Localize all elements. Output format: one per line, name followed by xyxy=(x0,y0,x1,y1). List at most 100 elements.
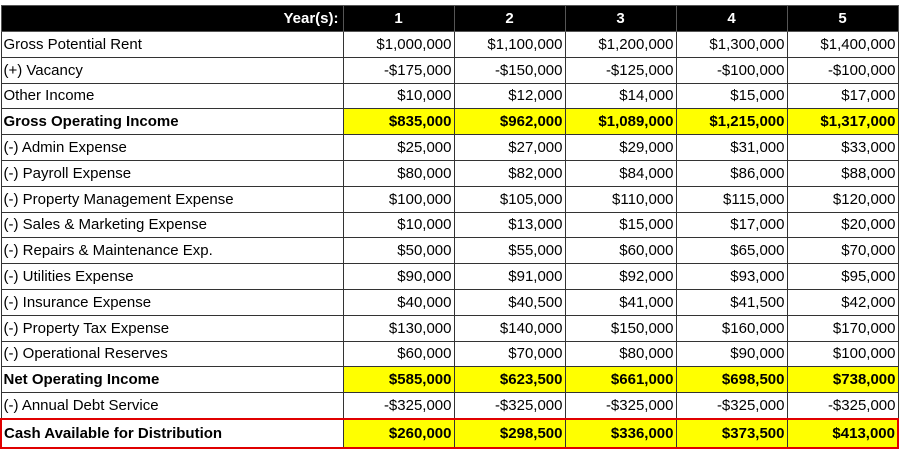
row-label-cell[interactable]: (-) Payroll Expense xyxy=(0,159,344,187)
value-cell[interactable]: $40,500 xyxy=(453,288,566,316)
value-cell[interactable]: $25,000 xyxy=(342,134,455,161)
year-header-cell[interactable]: 3 xyxy=(564,5,677,32)
row-label-cell[interactable]: Cash Available for Distribution xyxy=(0,417,344,449)
value-cell[interactable]: $100,000 xyxy=(786,340,899,368)
value-cell[interactable]: $738,000 xyxy=(786,366,899,394)
value-cell[interactable]: $14,000 xyxy=(564,82,677,110)
row-label-cell[interactable]: (-) Operational Reserves xyxy=(0,340,344,368)
value-cell[interactable]: $413,000 xyxy=(786,417,899,449)
row-label-cell[interactable]: Net Operating Income xyxy=(0,366,344,394)
value-cell[interactable]: $90,000 xyxy=(675,340,788,368)
value-cell[interactable]: $31,000 xyxy=(675,134,788,161)
value-cell[interactable]: $41,500 xyxy=(675,288,788,316)
row-label-cell[interactable]: (-) Annual Debt Service xyxy=(0,392,344,420)
value-cell[interactable]: $60,000 xyxy=(342,340,455,368)
value-cell[interactable]: $1,215,000 xyxy=(675,108,788,136)
value-cell[interactable]: $1,089,000 xyxy=(564,108,677,136)
value-cell[interactable]: $55,000 xyxy=(453,237,566,265)
value-cell[interactable]: $84,000 xyxy=(564,159,677,187)
value-cell[interactable]: $17,000 xyxy=(786,82,899,110)
value-cell[interactable]: $962,000 xyxy=(453,108,566,136)
row-label-cell[interactable]: (-) Utilities Expense xyxy=(0,263,344,290)
value-cell[interactable]: $50,000 xyxy=(342,237,455,265)
row-label-cell[interactable]: (-) Insurance Expense xyxy=(0,288,344,316)
value-cell[interactable]: $92,000 xyxy=(564,263,677,290)
value-cell[interactable]: $12,000 xyxy=(453,82,566,110)
value-cell[interactable]: $150,000 xyxy=(564,314,677,342)
value-cell[interactable]: $130,000 xyxy=(342,314,455,342)
value-cell[interactable]: $298,500 xyxy=(453,417,566,449)
value-cell[interactable]: -$175,000 xyxy=(342,56,455,84)
value-cell[interactable]: -$325,000 xyxy=(786,392,899,420)
value-cell[interactable]: $41,000 xyxy=(564,288,677,316)
value-cell[interactable]: $110,000 xyxy=(564,185,677,213)
value-cell[interactable]: $82,000 xyxy=(453,159,566,187)
value-cell[interactable]: $585,000 xyxy=(342,366,455,394)
value-cell[interactable]: $661,000 xyxy=(564,366,677,394)
value-cell[interactable]: $15,000 xyxy=(564,211,677,239)
value-cell[interactable]: $1,317,000 xyxy=(786,108,899,136)
value-cell[interactable]: $1,100,000 xyxy=(453,31,566,58)
value-cell[interactable]: $260,000 xyxy=(342,417,455,449)
value-cell[interactable]: $120,000 xyxy=(786,185,899,213)
value-cell[interactable]: $95,000 xyxy=(786,263,899,290)
value-cell[interactable]: $42,000 xyxy=(786,288,899,316)
value-cell[interactable]: $105,000 xyxy=(453,185,566,213)
value-cell[interactable]: $1,200,000 xyxy=(564,31,677,58)
value-cell[interactable]: $170,000 xyxy=(786,314,899,342)
value-cell[interactable]: $160,000 xyxy=(675,314,788,342)
year-header-cell[interactable]: 4 xyxy=(675,5,788,32)
value-cell[interactable]: $13,000 xyxy=(453,211,566,239)
value-cell[interactable]: $835,000 xyxy=(342,108,455,136)
year-header-cell[interactable]: 2 xyxy=(453,5,566,32)
value-cell[interactable]: -$125,000 xyxy=(564,56,677,84)
value-cell[interactable]: $70,000 xyxy=(453,340,566,368)
row-label-cell[interactable]: Gross Operating Income xyxy=(0,108,344,136)
row-label-cell[interactable]: Gross Potential Rent xyxy=(0,31,344,58)
value-cell[interactable]: $86,000 xyxy=(675,159,788,187)
value-cell[interactable]: $70,000 xyxy=(786,237,899,265)
value-cell[interactable]: -$325,000 xyxy=(453,392,566,420)
row-label-cell[interactable]: (-) Admin Expense xyxy=(0,134,344,161)
value-cell[interactable]: -$325,000 xyxy=(564,392,677,420)
value-cell[interactable]: $10,000 xyxy=(342,82,455,110)
value-cell[interactable]: $60,000 xyxy=(564,237,677,265)
value-cell[interactable]: $91,000 xyxy=(453,263,566,290)
value-cell[interactable]: $140,000 xyxy=(453,314,566,342)
value-cell[interactable]: -$150,000 xyxy=(453,56,566,84)
value-cell[interactable]: -$100,000 xyxy=(786,56,899,84)
value-cell[interactable]: $1,000,000 xyxy=(342,31,455,58)
value-cell[interactable]: $65,000 xyxy=(675,237,788,265)
row-label-cell[interactable]: (-) Sales & Marketing Expense xyxy=(0,211,344,239)
value-cell[interactable]: $20,000 xyxy=(786,211,899,239)
value-cell[interactable]: $33,000 xyxy=(786,134,899,161)
row-label-cell[interactable]: (-) Repairs & Maintenance Exp. xyxy=(0,237,344,265)
value-cell[interactable]: $80,000 xyxy=(564,340,677,368)
row-label-cell[interactable]: (-) Property Management Expense xyxy=(0,185,344,213)
row-label-cell[interactable]: Other Income xyxy=(0,82,344,110)
year-header-cell[interactable]: 1 xyxy=(342,5,455,32)
value-cell[interactable]: $15,000 xyxy=(675,82,788,110)
value-cell[interactable]: $115,000 xyxy=(675,185,788,213)
value-cell[interactable]: $373,500 xyxy=(675,417,788,449)
row-label-cell[interactable]: (-) Property Tax Expense xyxy=(0,314,344,342)
value-cell[interactable]: -$325,000 xyxy=(342,392,455,420)
value-cell[interactable]: -$100,000 xyxy=(675,56,788,84)
year-header-cell[interactable]: 5 xyxy=(786,5,899,32)
value-cell[interactable]: $1,400,000 xyxy=(786,31,899,58)
value-cell[interactable]: $90,000 xyxy=(342,263,455,290)
value-cell[interactable]: $698,500 xyxy=(675,366,788,394)
row-label-cell[interactable]: (+) Vacancy xyxy=(0,56,344,84)
value-cell[interactable]: $40,000 xyxy=(342,288,455,316)
value-cell[interactable]: $27,000 xyxy=(453,134,566,161)
value-cell[interactable]: $93,000 xyxy=(675,263,788,290)
value-cell[interactable]: $10,000 xyxy=(342,211,455,239)
value-cell[interactable]: $623,500 xyxy=(453,366,566,394)
value-cell[interactable]: $80,000 xyxy=(342,159,455,187)
value-cell[interactable]: $17,000 xyxy=(675,211,788,239)
value-cell[interactable]: $88,000 xyxy=(786,159,899,187)
value-cell[interactable]: -$325,000 xyxy=(675,392,788,420)
value-cell[interactable]: $1,300,000 xyxy=(675,31,788,58)
value-cell[interactable]: $336,000 xyxy=(564,417,677,449)
value-cell[interactable]: $29,000 xyxy=(564,134,677,161)
